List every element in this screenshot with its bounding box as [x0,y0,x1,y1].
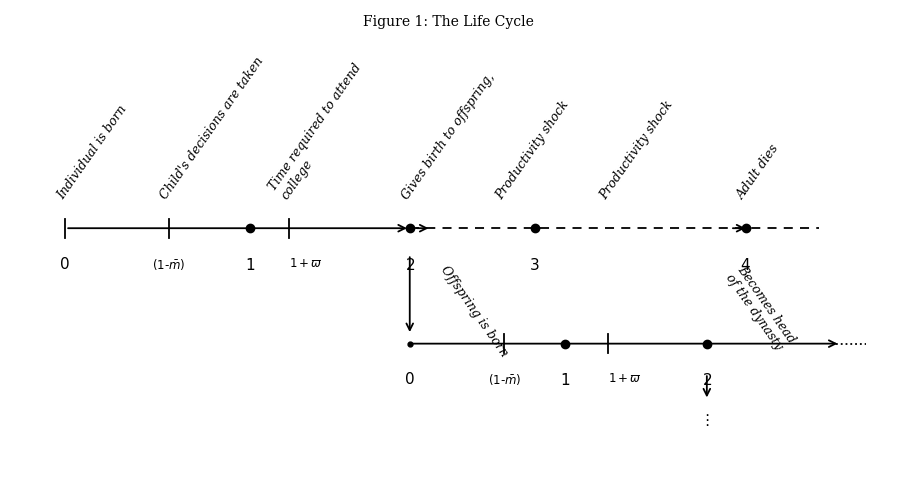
Text: Adult dies: Adult dies [735,142,782,202]
Text: 0: 0 [405,372,414,387]
Text: $2$: $2$ [701,372,712,388]
Text: $1+\varpi$: $1+\varpi$ [608,372,641,385]
Text: Figure 1: The Life Cycle: Figure 1: The Life Cycle [363,15,534,29]
Text: $1$: $1$ [245,257,256,272]
Text: $(1\text{-}\bar{m})$: $(1\text{-}\bar{m})$ [152,257,186,272]
Text: $2$: $2$ [405,257,414,272]
Text: 0: 0 [60,257,70,272]
Text: $4$: $4$ [740,257,751,272]
Text: $1$: $1$ [560,372,570,388]
Text: ⋮: ⋮ [699,413,715,428]
Text: $1+\varpi$: $1+\varpi$ [289,257,323,270]
Text: $3$: $3$ [529,257,540,272]
Text: Child's decisions are taken: Child's decisions are taken [158,55,266,202]
Text: Productivity shock: Productivity shock [494,98,572,202]
Text: Gives birth to offspring,: Gives birth to offspring, [399,71,497,202]
Text: Becomes head
of the dynasty: Becomes head of the dynasty [723,263,798,354]
Text: Offspring is born: Offspring is born [438,263,510,359]
Text: Individual is born: Individual is born [55,103,129,202]
Text: Time required to attend
college: Time required to attend college [266,61,376,202]
Text: Productivity shock: Productivity shock [597,98,675,202]
Text: $(1\text{-}\bar{m})$: $(1\text{-}\bar{m})$ [488,372,521,387]
